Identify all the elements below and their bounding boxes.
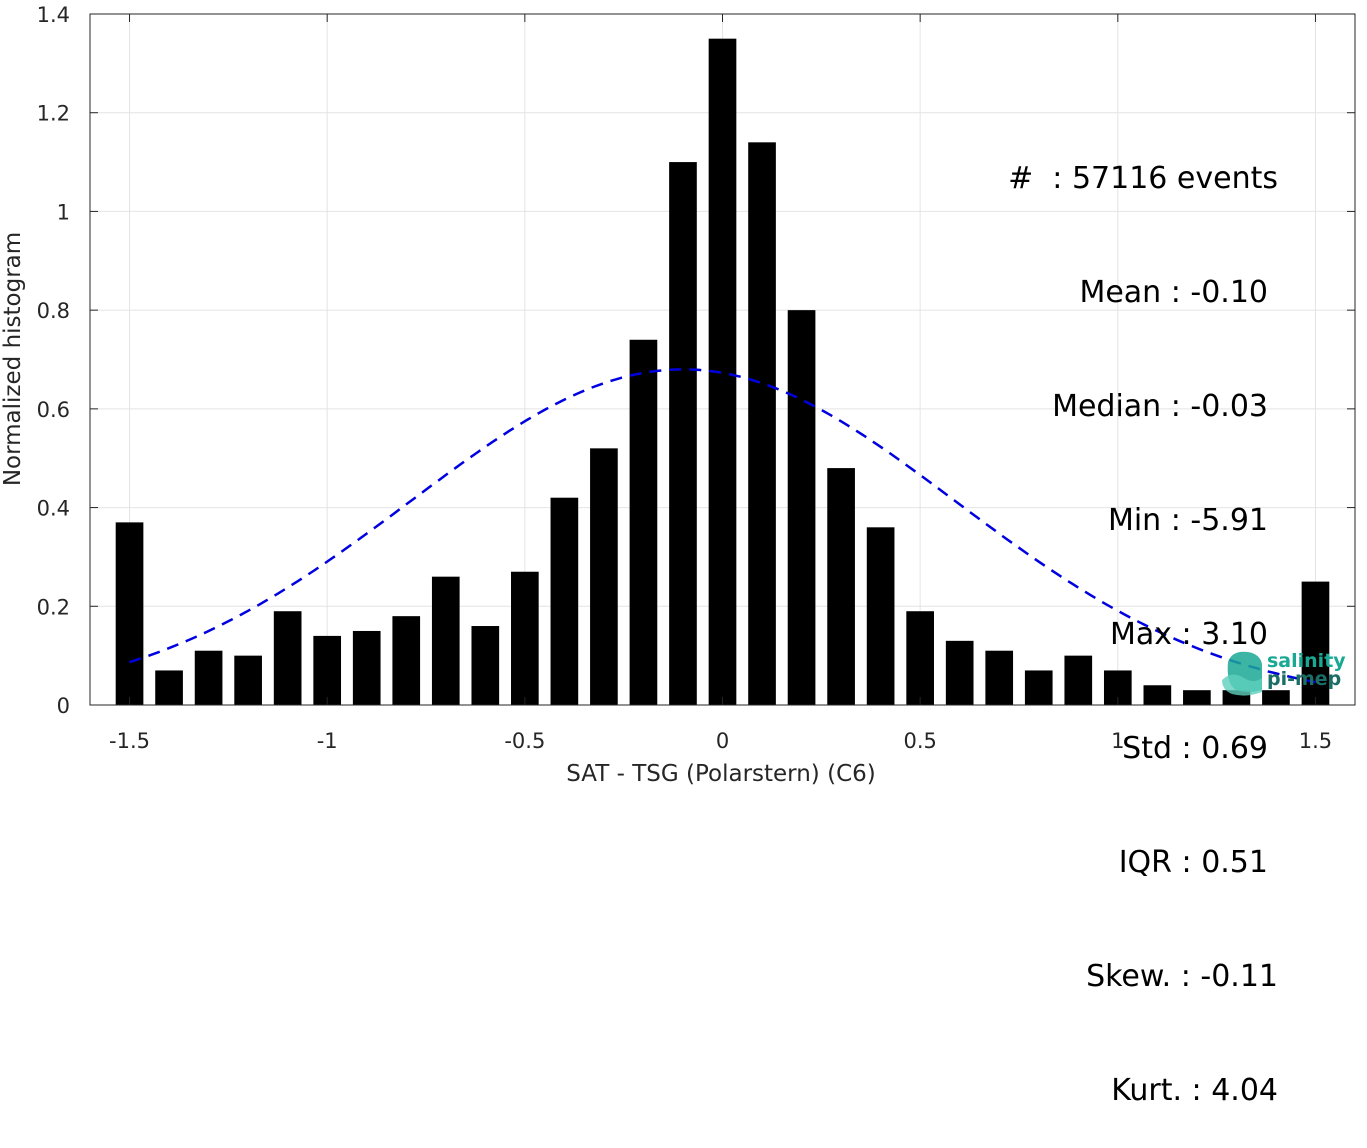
histogram-chart: -1.5 -1 -0.5 0 0.5 1 1.5 00.20.40.60.811.21.4 … xyxy=(0,3,1356,785)
histogram-bar xyxy=(273,611,302,705)
x-tick-label: 0 xyxy=(716,729,729,753)
x-tick-label: -1.5 xyxy=(109,729,150,753)
x-tick-label: 1.5 xyxy=(1299,729,1332,753)
histogram-bar xyxy=(985,650,1014,705)
y-tick-label: 1.2 xyxy=(37,102,70,126)
histogram-bar xyxy=(431,576,460,705)
histogram-bar xyxy=(115,522,144,705)
histogram-bar xyxy=(1024,670,1053,705)
y-axis-label: Normalized histogram xyxy=(0,232,26,486)
y-tick-label: 0.2 xyxy=(37,595,70,619)
salinity-pi-mep-logo: salinity pi-mep xyxy=(1222,650,1346,696)
histogram-bar xyxy=(352,630,381,705)
x-tick-label: -1 xyxy=(317,729,338,753)
histogram-bar xyxy=(748,142,776,706)
y-tick-labels: 0 0.2 0.4 0.6 0.8 1 1.2 1.4 xyxy=(37,3,70,718)
histogram-bar xyxy=(945,640,974,705)
x-tick-label: 0.5 xyxy=(903,729,936,753)
bars xyxy=(115,38,1330,706)
histogram-bar xyxy=(550,497,579,705)
histogram-bar xyxy=(629,339,658,705)
histogram-bar xyxy=(669,162,697,706)
y-tick-label: 0 xyxy=(57,694,70,718)
histogram-bar xyxy=(511,571,539,705)
stat-kurt: Kurt. : 4.04 xyxy=(1111,1073,1278,1108)
y-tick-label: 0.6 xyxy=(37,398,70,422)
histogram-bar xyxy=(1143,685,1172,705)
stat-max: Max : 3.10 xyxy=(1110,617,1268,652)
x-tick-label: 1 xyxy=(1111,729,1124,753)
stat-std: Std : 0.69 xyxy=(1122,731,1268,766)
histogram-bar xyxy=(194,650,223,705)
histogram-bar xyxy=(1262,690,1290,705)
y-tick-label: 1.4 xyxy=(37,3,70,27)
histogram-bar xyxy=(866,527,895,705)
gaussian-fit-curve xyxy=(129,368,1316,684)
histogram-bar xyxy=(787,310,816,705)
histogram-bar xyxy=(155,670,183,705)
histogram-bar xyxy=(471,626,500,705)
stat-mean: Mean : -0.10 xyxy=(1079,275,1268,310)
logo-line1: salinity xyxy=(1267,650,1346,672)
stats-annotation: # : 57116 events Mean : -0.10 Median : -… xyxy=(1008,84,1278,1148)
ticks xyxy=(90,13,1355,706)
stat-min: Min : -5.91 xyxy=(1107,503,1268,538)
histogram-bar xyxy=(313,635,342,705)
logo-line2: pi-mep xyxy=(1267,668,1341,690)
histogram-bar xyxy=(1064,655,1093,705)
logo-icon xyxy=(1222,651,1262,696)
x-tick-labels: -1.5 -1 -0.5 0 0.5 1 1.5 xyxy=(109,729,1332,753)
stat-skew: Skew. : -0.11 xyxy=(1086,959,1278,994)
histogram-bar xyxy=(906,611,934,705)
histogram-bar xyxy=(827,468,855,705)
stat-events: # : 57116 events xyxy=(1008,161,1278,196)
histogram-bar xyxy=(1301,581,1330,705)
stat-iqr: IQR : 0.51 xyxy=(1118,845,1268,880)
histogram-bar xyxy=(392,616,421,705)
histogram-bar xyxy=(1183,690,1211,705)
y-tick-label: 1 xyxy=(57,200,70,224)
y-tick-label: 0.8 xyxy=(37,299,70,323)
histogram-bar xyxy=(234,655,262,705)
stat-median: Median : -0.03 xyxy=(1052,389,1268,424)
histogram-bar xyxy=(590,448,618,705)
x-tick-label: -0.5 xyxy=(504,729,545,753)
y-tick-label: 0.4 xyxy=(37,497,70,521)
x-axis-label: SAT - TSG (Polarstern) (C6) xyxy=(566,761,875,785)
